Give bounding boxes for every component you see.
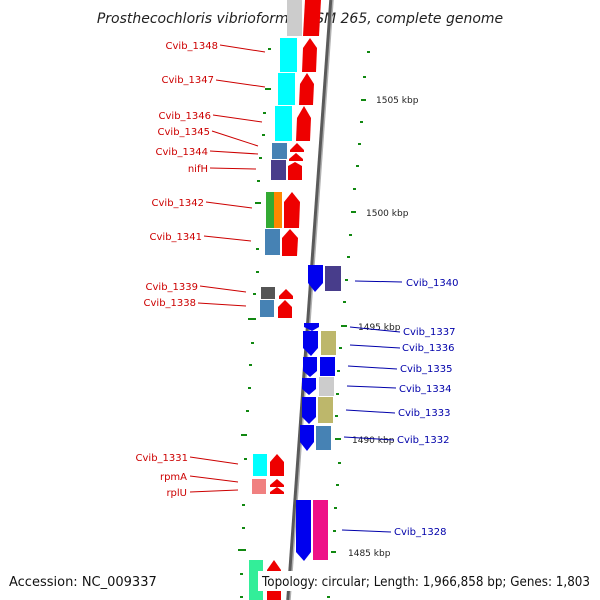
gene-cvib-1345[interactable] xyxy=(272,143,304,159)
scale-tick xyxy=(367,51,370,53)
scale-tick xyxy=(333,530,336,532)
gene-label-cvib-1331[interactable]: Cvib_1331 xyxy=(136,453,188,464)
gene-label-cvib-1338[interactable]: Cvib_1338 xyxy=(144,298,196,309)
scale-tick xyxy=(341,325,347,327)
gene-label-cvib-1334[interactable]: Cvib_1334 xyxy=(399,384,451,395)
scale-tick xyxy=(339,347,342,349)
gene-cvib-1338[interactable] xyxy=(260,300,292,318)
gene-label-cvib-1336[interactable]: Cvib_1336 xyxy=(402,343,454,354)
scale-tick xyxy=(335,415,338,417)
scale-ticks xyxy=(327,51,370,598)
gene-cvib-1346[interactable] xyxy=(275,106,311,141)
scale-tick xyxy=(343,301,346,303)
scale-tick xyxy=(336,393,339,395)
scale-label-1485: 1485 kbp xyxy=(348,549,391,559)
gene-cvib-1335[interactable] xyxy=(303,357,335,377)
gene-label-cvib-1332[interactable]: Cvib_1332 xyxy=(397,435,449,446)
scale-tick xyxy=(335,438,341,440)
accession-text: Accession: NC_009337 xyxy=(9,575,157,590)
gene-label-cvib-1345[interactable]: Cvib_1345 xyxy=(158,127,210,138)
scale-tick xyxy=(334,507,337,509)
scale-tick xyxy=(361,99,366,101)
accession-bg xyxy=(5,571,153,591)
gene-cvib-1331[interactable] xyxy=(253,454,284,476)
scale-tick xyxy=(345,279,348,281)
scale-tick xyxy=(360,121,363,123)
gene-cvib-1332[interactable] xyxy=(300,425,331,451)
scale-tick xyxy=(356,165,359,167)
left-leader-lines xyxy=(189,44,266,493)
scale-tick xyxy=(331,551,336,553)
summary-bg xyxy=(258,571,596,591)
gene-label-cvib-1335[interactable]: Cvib_1335 xyxy=(400,364,452,375)
inner-ticks xyxy=(238,48,271,598)
gene-cvib-1344[interactable] xyxy=(289,153,303,161)
scale-label-1505: 1505 kbp xyxy=(376,96,419,106)
scale-tick xyxy=(338,462,341,464)
gene-cvib-1340[interactable] xyxy=(308,265,341,292)
gene-label-cvib-1333[interactable]: Cvib_1333 xyxy=(398,408,450,419)
scale-tick xyxy=(327,596,330,598)
gene-top-partial[interactable] xyxy=(287,0,321,36)
scale-tick xyxy=(337,370,340,372)
gene-label-cvib-1339[interactable]: Cvib_1339 xyxy=(146,282,198,293)
gene-label-cvib-1342[interactable]: Cvib_1342 xyxy=(152,198,204,209)
gene-cvib-1342[interactable] xyxy=(266,192,300,228)
gene-label-rplu[interactable]: rplU xyxy=(166,488,187,499)
gene-label-cvib-1341[interactable]: Cvib_1341 xyxy=(150,232,202,243)
gene-label-cvib-1348[interactable]: Cvib_1348 xyxy=(166,41,218,52)
scale-label-1495: 1495 kbp xyxy=(358,323,401,333)
gene-cvib-1341[interactable] xyxy=(265,229,298,256)
scale-tick xyxy=(358,143,361,145)
gene-cvib-1328[interactable] xyxy=(296,500,328,561)
scale-tick xyxy=(349,234,352,236)
gene-label-cvib-1337[interactable]: Cvib_1337 xyxy=(403,327,455,338)
scale-tick xyxy=(351,211,356,213)
gene-cvib-1337[interactable] xyxy=(304,323,319,331)
gene-label-rpma[interactable]: rpmA xyxy=(160,472,187,483)
gene-cvib-1347[interactable] xyxy=(278,73,314,105)
gene-label-nifh[interactable]: nifH xyxy=(188,164,208,175)
gene-rplu[interactable] xyxy=(252,487,284,494)
scale-label-1490: 1490 kbp xyxy=(352,436,395,446)
scale-tick xyxy=(347,256,350,258)
gene-label-cvib-1346[interactable]: Cvib_1346 xyxy=(159,111,211,122)
gene-label-cvib-1340[interactable]: Cvib_1340 xyxy=(406,278,458,289)
gene-cvib-1336[interactable] xyxy=(303,331,336,356)
gene-label-cvib-1328[interactable]: Cvib_1328 xyxy=(394,527,446,538)
scale-tick xyxy=(353,188,356,190)
gene-cvib-1339[interactable] xyxy=(261,287,293,299)
gene-cvib-1348[interactable] xyxy=(280,38,317,72)
gene-nifh[interactable] xyxy=(271,160,302,180)
gene-cvib-1333[interactable] xyxy=(302,397,333,424)
gene-rpma[interactable] xyxy=(252,479,284,487)
gene-label-cvib-1347[interactable]: Cvib_1347 xyxy=(162,75,214,86)
right-leader-lines xyxy=(341,280,403,533)
scale-tick xyxy=(336,484,339,486)
summary-text: Topology: circular; Length: 1,966,858 bp… xyxy=(261,575,590,590)
gene-cvib-1334[interactable] xyxy=(302,377,334,396)
scale-label-1500: 1500 kbp xyxy=(366,209,409,219)
gene-label-cvib-1344[interactable]: Cvib_1344 xyxy=(156,147,208,158)
scale-tick xyxy=(363,76,366,78)
